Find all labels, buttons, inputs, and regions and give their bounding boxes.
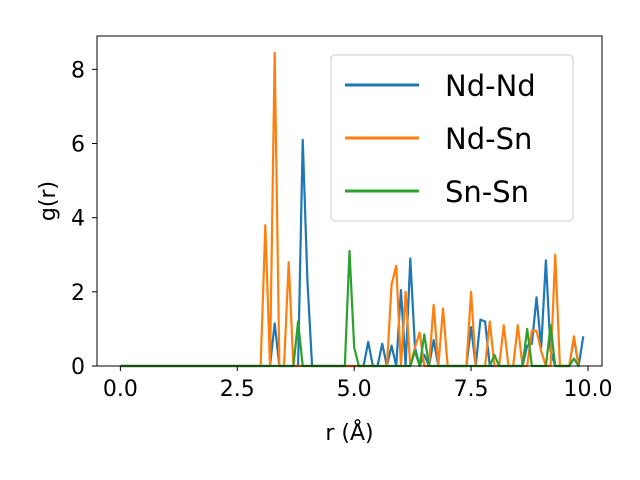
legend-box [330, 54, 574, 222]
x-axis-label: r (Å) [325, 419, 373, 446]
legend-label: Nd-Nd [445, 69, 536, 103]
y-axis: 0 2 4 6 8 [71, 58, 97, 380]
series-line-sn-sn [120, 249, 580, 368]
series-line-nd-sn [120, 51, 580, 368]
x-tick-label: 10.0 [563, 377, 612, 402]
legend-label: Nd-Sn [445, 122, 532, 156]
x-tick-label: 7.5 [454, 377, 489, 402]
x-axis: 0.0 2.5 5.0 7.5 10.0 [103, 366, 612, 402]
x-tick-label: 0.0 [103, 377, 138, 402]
y-tick-label: 0 [71, 355, 85, 380]
x-tick-label: 5.0 [337, 377, 372, 402]
legend: Nd-Nd Nd-Sn Sn-Sn [330, 54, 574, 222]
y-tick-label: 2 [71, 281, 85, 306]
y-tick-label: 6 [71, 133, 85, 158]
y-tick-label: 4 [71, 207, 85, 232]
legend-label: Sn-Sn [445, 175, 529, 209]
x-tick-label: 2.5 [220, 377, 255, 402]
y-axis-label: g(r) [36, 181, 61, 221]
axes-frame [96, 35, 603, 367]
y-tick-label: 8 [71, 58, 85, 83]
